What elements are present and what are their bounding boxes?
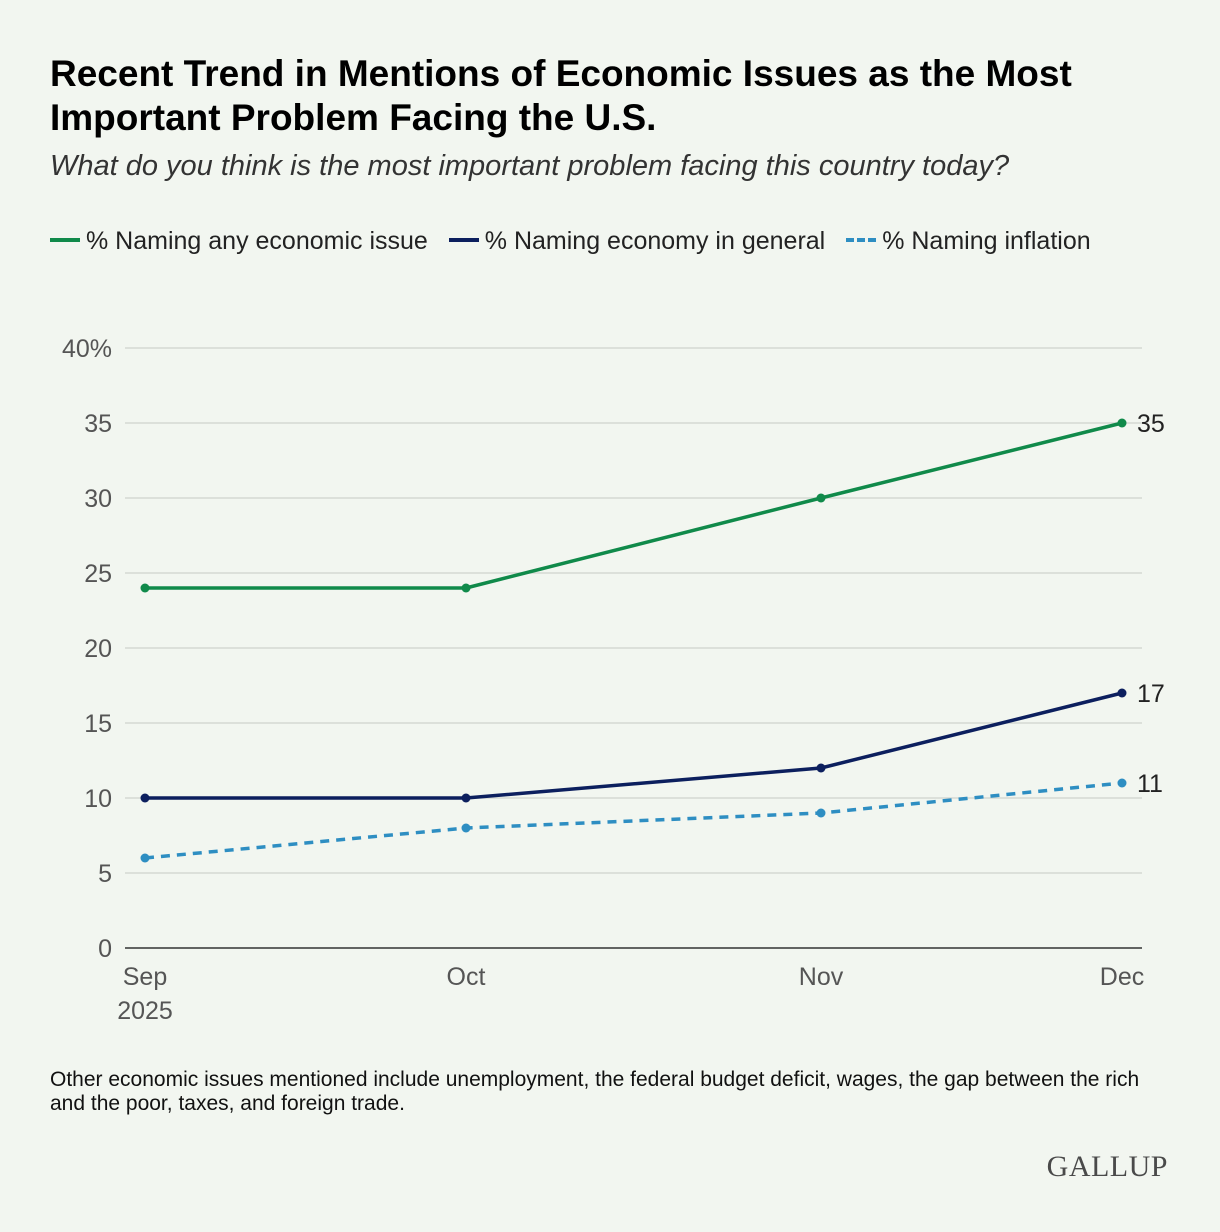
legend-swatch-any-economic (50, 238, 80, 243)
data-point (461, 823, 471, 833)
y-tick-label: 5 (98, 860, 112, 888)
data-point (1117, 688, 1127, 698)
footnote: Other economic issues mentioned include … (50, 1068, 1140, 1115)
data-label: 35 (1137, 410, 1165, 438)
series-line (145, 421, 1123, 590)
x-tick-sublabel: 2025 (117, 997, 173, 1025)
legend-label-any-economic: % Naming any economic issue (86, 227, 428, 255)
y-tick-label: 20 (84, 635, 112, 663)
grid-layer (125, 347, 1142, 874)
data-point (816, 763, 826, 773)
x-tick-label: Dec (1100, 963, 1144, 991)
data-point (461, 793, 471, 803)
data-label: 17 (1137, 680, 1165, 708)
legend-label-inflation: % Naming inflation (882, 227, 1091, 255)
legend-item-economy-general: % Naming economy in general (448, 227, 826, 255)
y-tick-label: 25 (84, 560, 112, 588)
y-tick-label: 30 (84, 485, 112, 513)
data-point (140, 793, 150, 803)
data-point (816, 493, 826, 503)
data-point (140, 583, 150, 593)
series-layer: 35 17 11 (140, 410, 1165, 863)
data-point (140, 853, 150, 863)
chart-title: Recent Trend in Mentions of Economic Iss… (50, 53, 1072, 138)
legend-item-inflation: % Naming inflation (846, 227, 1091, 255)
data-point (1117, 778, 1127, 788)
series-line (145, 691, 1123, 800)
legend-swatch-inflation (846, 238, 877, 243)
legend-label-economy-general: % Naming economy in general (484, 227, 826, 255)
data-point (461, 583, 471, 593)
legend-item-any-economic: % Naming any economic issue (50, 227, 428, 255)
series-line (144, 781, 1123, 860)
y-tick-label: 0 (98, 935, 112, 963)
y-tick-label: 40% (62, 335, 112, 363)
data-label: 11 (1137, 770, 1163, 798)
chart-subtitle: What do you think is the most important … (50, 150, 1010, 182)
x-tick-label: Nov (799, 963, 844, 991)
y-tick-label: 15 (84, 710, 112, 738)
gallup-logo: GALLUP (1046, 1150, 1168, 1183)
x-tick-label: Oct (447, 963, 486, 991)
data-point (1117, 418, 1127, 428)
chart-legend: % Naming any economic issue % Naming eco… (50, 222, 1150, 261)
y-tick-label: 35 (84, 410, 112, 438)
x-tick-label: Sep (123, 963, 167, 991)
data-point (816, 808, 826, 818)
legend-swatch-economy-general (448, 238, 479, 243)
y-tick-label: 10 (84, 785, 112, 813)
